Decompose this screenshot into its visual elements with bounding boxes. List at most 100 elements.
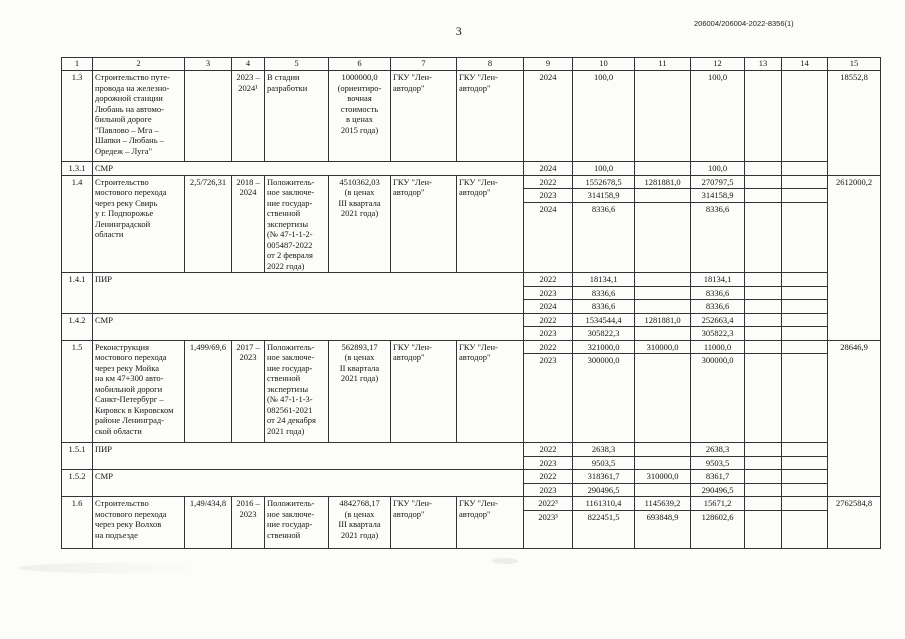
- col11-amount-cell: [634, 442, 691, 457]
- table-row: 1.4.1 ПИР 2022 18134,1 18134,1: [61, 272, 881, 314]
- work-type-cell: ПИР: [92, 442, 524, 470]
- year-cell: 2024: [523, 299, 573, 314]
- col11-amount-cell: [634, 161, 691, 176]
- table-row: 2023 290496,5 290496,5: [62, 482, 881, 497]
- col13-empty-cell: [744, 161, 782, 176]
- col11-amount-cell: 1281881,0: [634, 312, 691, 327]
- approval-status-cell: Положитель- ное заключе- ние государ- ст…: [264, 174, 329, 273]
- customer-cell: ГКУ "Лен- автодор": [390, 174, 457, 273]
- table-row: 1.5.2 СМР 2022 318361,7 310000,0 8361,7: [61, 469, 881, 497]
- col-header: 9: [523, 57, 573, 71]
- year-cell: 2023: [523, 326, 573, 341]
- row-id-cell: 1.5.1: [61, 442, 93, 470]
- col14-empty-cell: [781, 326, 828, 341]
- table-row: 2024 8336,6 8336,6: [62, 202, 881, 273]
- col14-empty-cell: [781, 339, 828, 354]
- col13-empty-cell: [744, 174, 782, 190]
- table-row: 1.3 Строительство путе- провода на желез…: [61, 70, 881, 176]
- col15-total-cell: 18552,8: [827, 70, 881, 176]
- length-cell: [184, 70, 232, 162]
- table-row: 2024 8336,6 8336,6: [62, 299, 881, 314]
- col-header: 5: [264, 57, 329, 71]
- col13-empty-cell: [744, 496, 782, 511]
- col-header: 6: [328, 57, 391, 71]
- col-header: 14: [781, 57, 828, 71]
- col11-amount-cell: 1145639,2: [634, 496, 691, 511]
- customer-cell: ГКУ "Лен- автодор": [390, 70, 457, 162]
- col13-empty-cell: [744, 509, 782, 549]
- period-cell: 2016 – 2023: [231, 496, 265, 549]
- table-row: 1.4 Строительство мостового перехода чер…: [61, 174, 881, 341]
- col10-amount-cell: 8336,6: [572, 285, 635, 300]
- col11-amount-cell: [634, 285, 691, 300]
- col10-amount-cell: 8336,6: [572, 299, 635, 314]
- col-header: 3: [184, 57, 232, 71]
- period-cell: 2017 – 2023: [231, 339, 265, 443]
- col15-total-cell: 2762584,8: [827, 496, 881, 549]
- col11-amount-cell: 310000,0: [634, 339, 691, 354]
- col10-amount-cell: 8336,6: [572, 202, 635, 273]
- table-row: 1.3.1 СМР 2024 100,0 100,0: [61, 161, 881, 176]
- col14-empty-cell: [781, 312, 828, 327]
- year-cell: 2022: [523, 469, 573, 484]
- year-cell: 2022: [523, 312, 573, 327]
- year-cell: 2022: [523, 442, 573, 457]
- col15-total-cell: 28646,9: [827, 339, 881, 497]
- col-header: 2: [92, 57, 185, 71]
- col14-empty-cell: [781, 188, 828, 204]
- col12-amount-cell: 15671,2: [690, 496, 745, 511]
- col12-amount-cell: 100,0: [690, 70, 745, 162]
- table-row: 2023 8336,6 8336,6: [62, 285, 881, 300]
- col-header: 7: [390, 57, 457, 71]
- col10-amount-cell: 290496,5: [572, 482, 635, 497]
- col13-empty-cell: [744, 188, 782, 204]
- approval-status-cell: В стадии разработки: [264, 70, 329, 162]
- col12-amount-cell: 8336,6: [690, 202, 745, 273]
- col12-amount-cell: 290496,5: [690, 482, 745, 497]
- length-cell: 1,499/69,6: [184, 339, 232, 443]
- projects-funding-table: 1 2 3 4 5 6 7 8 9 10 11 12 13 14 15 1.3 …: [61, 57, 881, 549]
- col14-empty-cell: [781, 455, 828, 470]
- table-header-row: 1 2 3 4 5 6 7 8 9 10 11 12 13 14 15: [61, 57, 881, 71]
- col11-amount-cell: 1281881,0: [634, 174, 691, 190]
- col14-empty-cell: [781, 353, 828, 443]
- row-id-cell: 1.6: [61, 496, 93, 549]
- col10-amount-cell: 300000,0: [572, 353, 635, 443]
- col14-empty-cell: [781, 202, 828, 273]
- col10-amount-cell: 305822,3: [572, 326, 635, 341]
- col11-amount-cell: [634, 353, 691, 443]
- col10-amount-cell: 822451,5: [572, 509, 635, 549]
- col11-amount-cell: [634, 188, 691, 204]
- table-row: 1.6 Строительство мостового перехода чер…: [61, 496, 881, 549]
- col13-empty-cell: [744, 299, 782, 314]
- cost-estimate-cell: 4510362,03 (в ценах III квартала 2021 го…: [328, 174, 391, 273]
- year-cell: 2022³: [523, 496, 573, 511]
- col12-amount-cell: 18134,1: [690, 272, 745, 287]
- col10-amount-cell: 100,0: [572, 161, 635, 176]
- page-number: 3: [455, 24, 463, 38]
- document-reference: 206004/206004-2022-8356(1): [694, 19, 794, 28]
- table-row: 1.4.2 СМР 2022 1534544,4 1281881,0 25266…: [61, 312, 881, 341]
- row-id-cell: 1.5.2: [61, 469, 93, 497]
- col13-empty-cell: [744, 469, 782, 484]
- row-id-cell: 1.3: [61, 70, 93, 162]
- col-header: 1: [61, 57, 93, 71]
- row-id-cell: 1.4.2: [61, 312, 93, 341]
- col13-empty-cell: [744, 285, 782, 300]
- year-cell: 2023: [523, 285, 573, 300]
- col11-amount-cell: [634, 272, 691, 287]
- cost-estimate-cell: 4842768,17 (в ценах III квартала 2021 го…: [328, 496, 391, 549]
- col15-total-cell: 2612000,2: [827, 174, 881, 341]
- row-id-cell: 1.3.1: [61, 161, 93, 176]
- cost-estimate-cell: 562893,17 (в ценах II квартала 2021 года…: [328, 339, 391, 443]
- col12-amount-cell: 11000,0: [690, 339, 745, 354]
- col12-amount-cell: 128602,6: [690, 509, 745, 549]
- col12-amount-cell: 314158,9: [690, 188, 745, 204]
- col-header: 15: [827, 57, 881, 71]
- col10-amount-cell: 321000,0: [572, 339, 635, 354]
- work-type-cell: ПИР: [92, 272, 524, 314]
- year-cell: 2024: [523, 161, 573, 176]
- col12-amount-cell: 8336,6: [690, 299, 745, 314]
- col11-amount-cell: [634, 455, 691, 470]
- period-cell: 2023 – 2024¹: [231, 70, 265, 162]
